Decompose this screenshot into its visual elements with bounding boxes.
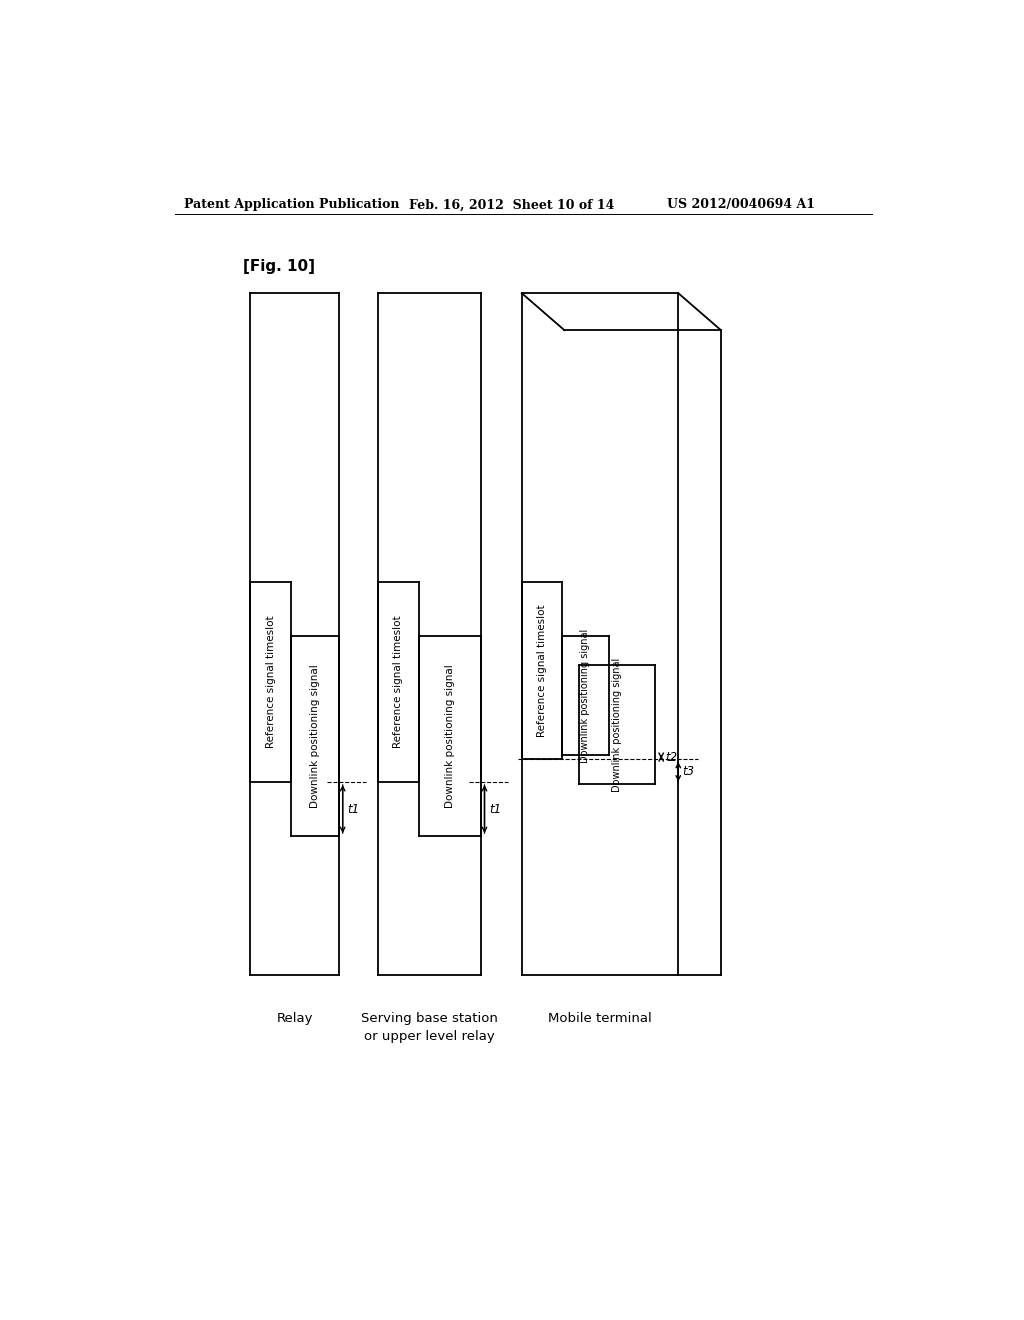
Text: t1: t1 [347,803,359,816]
Text: Reference signal timeslot: Reference signal timeslot [537,605,547,737]
Text: Reference signal timeslot: Reference signal timeslot [393,615,403,748]
Text: Reference signal timeslot: Reference signal timeslot [265,615,275,748]
Text: t3: t3 [682,766,694,779]
Text: t1: t1 [489,803,502,816]
Text: [Fig. 10]: [Fig. 10] [243,259,314,273]
Text: Downlink positioning signal: Downlink positioning signal [310,664,319,808]
Text: Mobile terminal: Mobile terminal [548,1011,652,1024]
Text: Patent Application Publication: Patent Application Publication [183,198,399,211]
Text: t2: t2 [665,751,677,763]
Text: Downlink positioning signal: Downlink positioning signal [581,628,590,763]
Text: Serving base station
or upper level relay: Serving base station or upper level rela… [361,1011,498,1043]
Text: Feb. 16, 2012  Sheet 10 of 14: Feb. 16, 2012 Sheet 10 of 14 [410,198,614,211]
Text: Downlink positioning signal: Downlink positioning signal [612,657,622,792]
Text: US 2012/0040694 A1: US 2012/0040694 A1 [667,198,815,211]
Text: Downlink positioning signal: Downlink positioning signal [444,664,455,808]
Text: Relay: Relay [276,1011,313,1024]
